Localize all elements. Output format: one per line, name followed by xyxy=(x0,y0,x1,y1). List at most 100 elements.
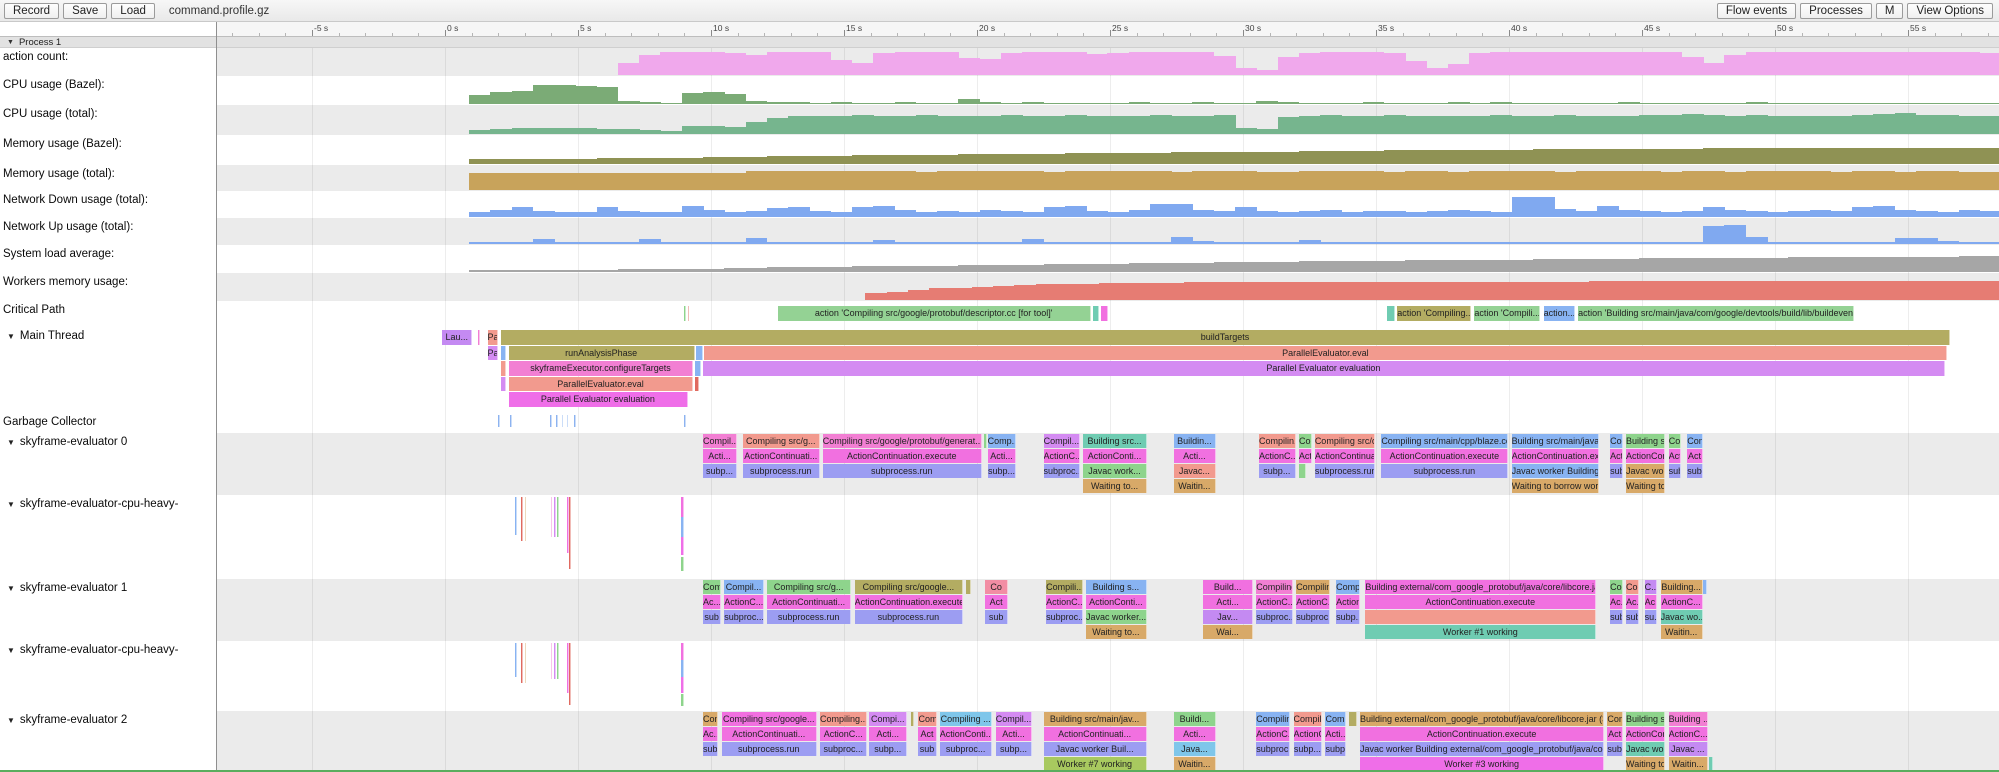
slice[interactable]: Waiting to borrow worker xyxy=(1511,479,1599,493)
slice[interactable]: Acti... xyxy=(703,449,738,463)
slice[interactable]: subproc... xyxy=(1043,464,1081,478)
slice[interactable]: Waiting to... xyxy=(1086,625,1147,639)
slice[interactable]: Compiling... xyxy=(1256,712,1291,726)
slice-marker[interactable] xyxy=(983,434,987,448)
slice[interactable]: Building external/com_google_protobuf/ja… xyxy=(1360,712,1605,726)
slice[interactable]: Com xyxy=(1626,580,1639,594)
slice[interactable]: Com xyxy=(1687,434,1703,448)
slice[interactable]: Building... xyxy=(1660,580,1703,594)
slice[interactable]: Compiling src/google... xyxy=(854,580,964,594)
slice-marker[interactable] xyxy=(1365,610,1597,624)
slice[interactable]: action... xyxy=(1543,306,1575,321)
slice[interactable]: Ac... xyxy=(1644,595,1658,609)
slice[interactable]: subproc... xyxy=(724,610,764,624)
slice[interactable]: subproc... xyxy=(1046,610,1083,624)
slice-marker[interactable] xyxy=(680,694,685,706)
slice[interactable]: Co xyxy=(1298,434,1312,448)
slice[interactable]: Build... xyxy=(1203,580,1254,594)
processes-button[interactable]: Processes xyxy=(1800,2,1872,19)
slice[interactable]: C... xyxy=(1644,580,1658,594)
slice[interactable]: action 'Compili... xyxy=(1474,306,1541,321)
collapse-arrow-icon[interactable]: ▼ xyxy=(7,715,15,725)
track-label-main-thread[interactable]: ▼ Main Thread xyxy=(0,330,212,342)
slice[interactable]: subproc... xyxy=(1296,610,1331,624)
slice[interactable]: Java... xyxy=(1173,742,1216,756)
track-label-skyframe-evaluator-0[interactable]: ▼ skyframe-evaluator 0 xyxy=(0,436,212,448)
slice[interactable]: subproc... xyxy=(1256,610,1294,624)
slice[interactable]: Javac wo... xyxy=(1660,610,1703,624)
slice-marker[interactable] xyxy=(557,643,559,679)
slice-marker[interactable] xyxy=(550,415,552,427)
slice[interactable]: sub xyxy=(1610,464,1623,478)
slice[interactable]: Lau... xyxy=(442,330,473,345)
slice-marker[interactable] xyxy=(1092,306,1099,321)
slice-marker[interactable] xyxy=(966,580,972,594)
slice[interactable]: ActionContinuation.execute xyxy=(822,449,982,463)
slice[interactable]: subprocess.run xyxy=(822,464,982,478)
slice-marker[interactable] xyxy=(554,643,556,679)
slice-marker[interactable] xyxy=(556,415,558,427)
slice[interactable]: subproc... xyxy=(1256,742,1291,756)
slice[interactable]: ParallelEvaluator.eval xyxy=(508,376,694,391)
slice[interactable]: Compil... xyxy=(995,712,1033,726)
slice[interactable]: Compil... xyxy=(1293,712,1323,726)
slice[interactable]: ActionC... xyxy=(1258,449,1296,463)
flow-events-button[interactable]: Flow events xyxy=(1716,2,1797,19)
slice[interactable]: Wai... xyxy=(1203,625,1254,639)
slice[interactable]: Javac ... xyxy=(1668,742,1708,756)
slice[interactable]: Compili... xyxy=(1046,580,1083,594)
slice[interactable]: ActionConti... xyxy=(1626,449,1666,463)
slice[interactable]: subp... xyxy=(869,742,908,756)
slice[interactable]: ActionC... xyxy=(724,595,764,609)
slice[interactable]: subp... xyxy=(1293,742,1323,756)
slice[interactable]: subprocess.run xyxy=(854,610,964,624)
collapse-arrow-icon[interactable]: ▼ xyxy=(7,645,15,655)
slice[interactable]: Com xyxy=(1607,712,1623,726)
slice-marker[interactable] xyxy=(680,497,685,521)
slice[interactable]: Waiting to... xyxy=(1626,479,1666,493)
slice-marker[interactable] xyxy=(695,361,702,376)
slice[interactable]: Compilin... xyxy=(1258,434,1296,448)
slice[interactable]: ActionC... xyxy=(1293,727,1323,741)
slice[interactable]: Compiling src/core/... xyxy=(1314,434,1376,448)
process-header[interactable]: ▼ Process 1 xyxy=(0,36,1999,48)
slice[interactable]: Building ... xyxy=(1668,712,1708,726)
slice[interactable]: ActionContinuation.execute xyxy=(1381,449,1509,463)
slice-marker[interactable] xyxy=(1349,712,1357,726)
metadata-button[interactable]: M xyxy=(1875,2,1904,19)
slice-marker[interactable] xyxy=(515,497,518,535)
slice[interactable]: ActionContinuation.execute xyxy=(1511,449,1599,463)
slice-marker[interactable] xyxy=(478,330,481,345)
view-options-button[interactable]: View Options xyxy=(1907,2,1993,19)
slice[interactable]: subp... xyxy=(1258,464,1296,478)
slice-marker[interactable] xyxy=(550,497,553,537)
slice[interactable]: Co xyxy=(1668,434,1682,448)
slice[interactable]: Compiling src/google/protobuf/generat... xyxy=(822,434,982,448)
slice[interactable]: Act xyxy=(984,595,1009,609)
slice[interactable]: Building src... xyxy=(1083,434,1147,448)
slice-marker[interactable] xyxy=(684,306,687,321)
slice[interactable]: Ac... xyxy=(1610,595,1623,609)
slice[interactable]: Building src/main/jav... xyxy=(1043,712,1147,726)
slice[interactable]: Waitin... xyxy=(1173,757,1216,771)
slice[interactable]: subprocess.run xyxy=(742,464,820,478)
slice-marker[interactable] xyxy=(510,415,512,427)
slice[interactable]: subproc... xyxy=(820,742,868,756)
slice[interactable]: Act xyxy=(1607,727,1623,741)
slice-marker[interactable] xyxy=(569,497,571,569)
slice-marker[interactable] xyxy=(680,643,685,665)
slice[interactable]: ActionC... xyxy=(1668,727,1708,741)
slice[interactable]: buildTargets xyxy=(500,330,1951,345)
slice[interactable]: sub xyxy=(703,742,719,756)
slice[interactable]: Javac worker... xyxy=(1086,610,1147,624)
slice[interactable]: ActionContinuati... xyxy=(721,727,817,741)
slice-marker[interactable] xyxy=(500,376,506,391)
slice[interactable]: Compiling src/google... xyxy=(721,712,817,726)
slice[interactable]: subp... xyxy=(1325,742,1347,756)
slice[interactable]: Com xyxy=(918,712,937,726)
slice[interactable]: Ac... xyxy=(703,595,722,609)
slice[interactable]: Javac work... xyxy=(1083,464,1147,478)
slice[interactable]: Acti... xyxy=(995,727,1033,741)
slice[interactable]: Waitin... xyxy=(1668,757,1708,771)
slice[interactable]: sub xyxy=(1687,464,1703,478)
